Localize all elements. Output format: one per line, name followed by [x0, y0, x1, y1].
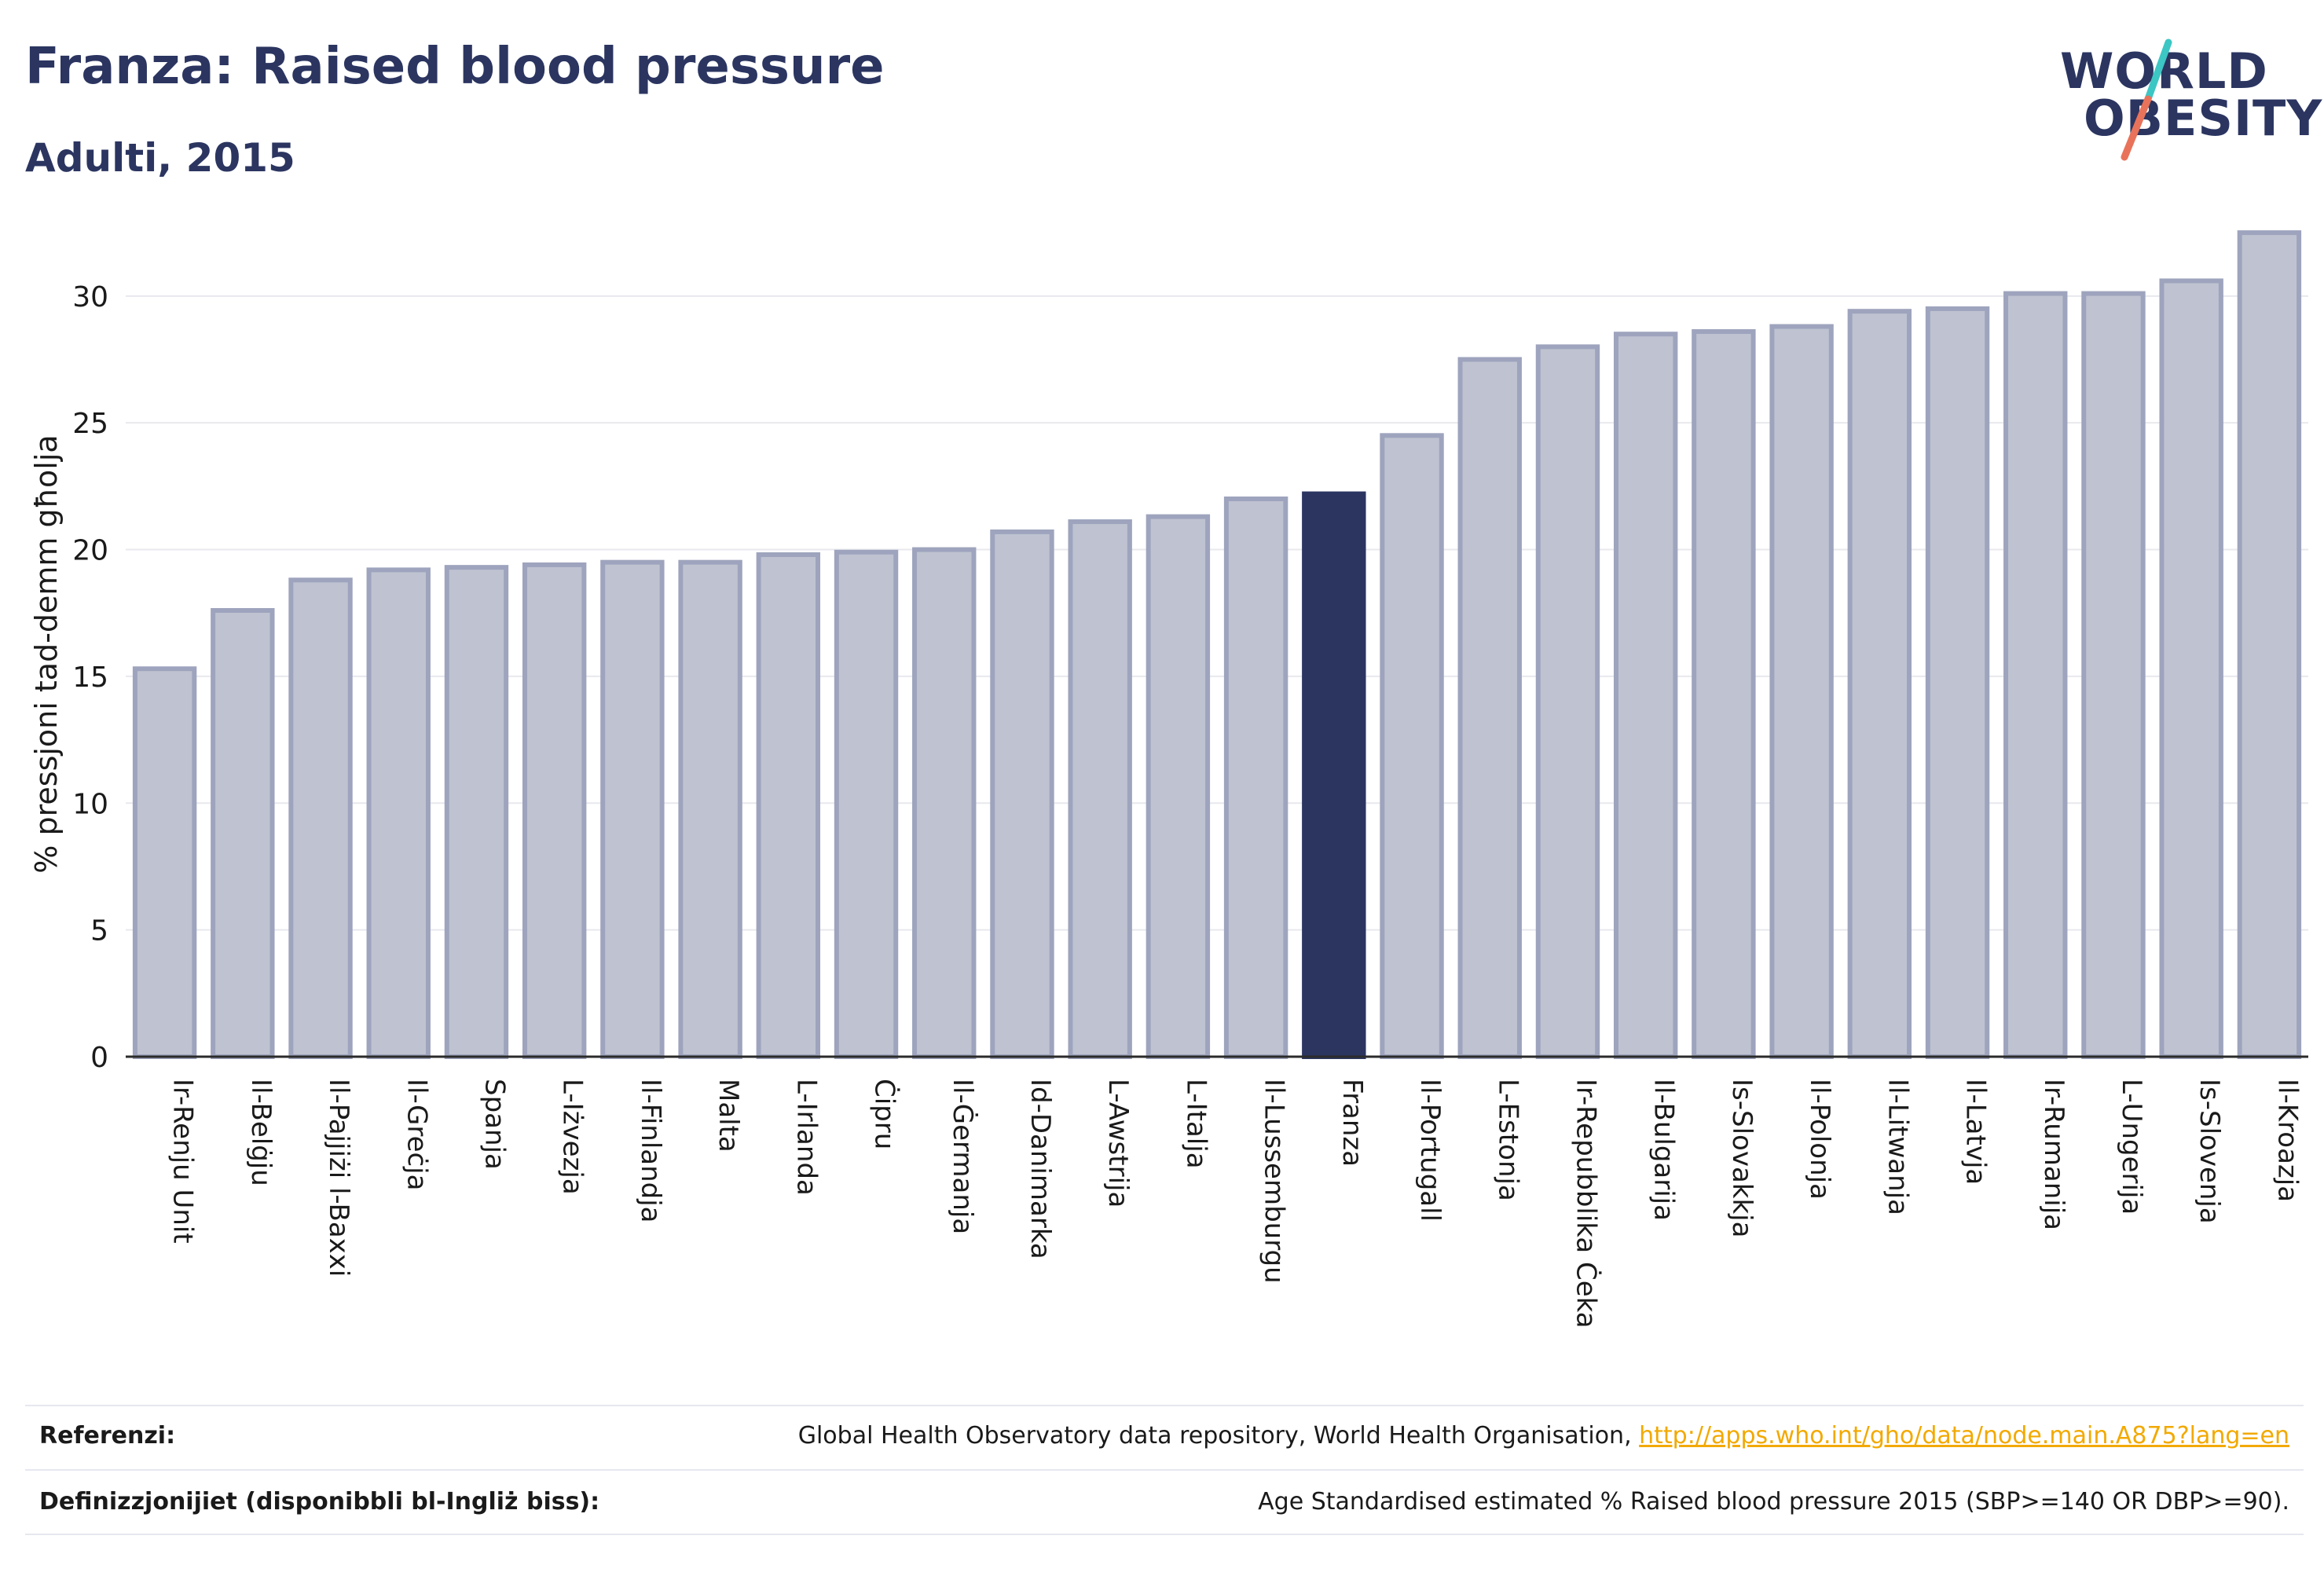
y-tick-label: 5	[90, 915, 108, 947]
x-tick-label: Il-Polonja	[1804, 1079, 1835, 1200]
bar-22	[1769, 324, 1834, 1059]
bar-14	[1146, 514, 1211, 1059]
bar-4	[366, 567, 431, 1059]
bar-23	[1847, 309, 1912, 1059]
x-tick-label: Il-Pajjiżi l-Baxxi	[323, 1079, 354, 1277]
logo-slash-icon	[2121, 38, 2172, 161]
x-tick-label: Ir-Renju Unit	[167, 1079, 199, 1244]
x-tick-label: Is-Slovakkja	[1726, 1079, 1758, 1237]
bar-16	[1302, 491, 1366, 1059]
bar-2	[211, 608, 275, 1059]
bar-1	[132, 666, 197, 1060]
x-tick-label: Is-Slovenja	[2194, 1079, 2225, 1224]
x-tick-label: Ir-Repubblika Ċeka	[1570, 1079, 1602, 1329]
x-tick-label: Franza	[1336, 1079, 1368, 1167]
y-axis-label: % pressjoni tad-demm għolja	[29, 434, 64, 873]
x-tick-label: L-Iżvezja	[557, 1079, 588, 1195]
x-tick-label: Il-Ġermanja	[947, 1079, 979, 1234]
bar-6	[522, 562, 587, 1059]
footer-references-row: Referenzi: Global Health Observatory dat…	[25, 1422, 2304, 1461]
bars	[132, 230, 2302, 1060]
x-tick-label: Il-Litwanja	[1882, 1079, 1913, 1215]
y-tick-label: 30	[72, 281, 108, 313]
y-tick-label: 15	[72, 662, 108, 694]
bar-17	[1380, 433, 1444, 1059]
x-tick-label: Spanja	[478, 1079, 510, 1170]
bar-7	[600, 559, 665, 1059]
logo-text-obesity: OBESITY	[2084, 90, 2323, 147]
bar-24	[1925, 306, 1990, 1060]
bar-3	[288, 577, 353, 1059]
x-tick-label: Malta	[713, 1079, 744, 1153]
chart-title: Franza: Raised blood pressure	[25, 38, 885, 96]
bar-20	[1613, 332, 1678, 1059]
y-tick-label: 10	[72, 788, 108, 820]
footer-divider-middle	[25, 1469, 2304, 1471]
bar-8	[678, 559, 742, 1059]
x-tick-label: Il-Greċja	[401, 1079, 432, 1190]
bar-13	[1068, 519, 1132, 1059]
x-tick-label: L-Awstrija	[1102, 1079, 1134, 1208]
footer-divider-top	[25, 1405, 2304, 1406]
bar-10	[834, 549, 899, 1059]
x-tick-label: Ċipru	[869, 1079, 901, 1149]
references-text: Global Health Observatory data repositor…	[797, 1422, 1640, 1450]
bar-chart: 0 5 10 15 20 25 30 Ir-Renju Unit Il-Belġju Il-Pa…	[29, 230, 2308, 1329]
bar-11	[912, 547, 977, 1059]
bar-21	[1692, 329, 1756, 1059]
x-tick-label: Id-Danimarka	[1025, 1079, 1056, 1259]
chart-subtitle: Adulti, 2015	[25, 135, 295, 181]
x-tick-label: Il-Finlandja	[635, 1079, 666, 1223]
bar-12	[990, 529, 1054, 1059]
definitions-value: Age Standardised estimated % Raised bloo…	[1258, 1488, 2289, 1516]
references-link[interactable]: http://apps.who.int/gho/data/node.main.A…	[1639, 1422, 2289, 1450]
definitions-label: Definizzjonijiet (disponibbli bl-Ingliż …	[39, 1488, 600, 1516]
x-tick-labels: Ir-Renju Unit Il-Belġju Il-Pajjiżi l-Baxxi…	[167, 1079, 2304, 1329]
x-tick-label: Il-Portugall	[1414, 1079, 1446, 1222]
x-tick-label: Il-Lussemburgu	[1259, 1079, 1290, 1284]
x-tick-label: Il-Belġju	[245, 1079, 277, 1186]
references-label: Referenzi:	[39, 1422, 176, 1450]
y-tick-labels: 0 5 10 15 20 25 30	[72, 281, 108, 1074]
y-tick-label: 20	[72, 535, 108, 567]
bar-18	[1457, 357, 1522, 1059]
bar-25	[2003, 291, 2068, 1060]
x-tick-label: L-Italja	[1180, 1079, 1211, 1169]
bar-5	[444, 565, 509, 1059]
bar-19	[1535, 344, 1600, 1059]
x-tick-label: L-Irlanda	[790, 1079, 822, 1196]
x-tick-label: L-Ungerija	[2116, 1079, 2147, 1215]
bar-9	[756, 552, 821, 1059]
references-value: Global Health Observatory data repositor…	[798, 1422, 2289, 1450]
footer-definitions-row: Definizzjonijiet (disponibbli bl-Ingliż …	[25, 1488, 2304, 1527]
bar-28	[2237, 230, 2302, 1059]
world-obesity-logo: WORLD OBESITY	[2052, 38, 2322, 171]
y-tick-label: 0	[90, 1042, 108, 1074]
x-tick-label: Il-Latvja	[1960, 1079, 1992, 1185]
bar-26	[2081, 291, 2146, 1060]
x-tick-label: L-Estonja	[1492, 1079, 1523, 1201]
bar-27	[2159, 278, 2223, 1060]
bar-15	[1223, 497, 1288, 1059]
y-tick-label: 25	[72, 408, 108, 440]
x-tick-label: Il-Bulgarija	[1648, 1079, 1680, 1221]
x-tick-label: Il-Kroazja	[2271, 1079, 2303, 1202]
footer-divider-bottom	[25, 1534, 2304, 1535]
x-tick-label: Ir-Rumanija	[2038, 1079, 2069, 1230]
